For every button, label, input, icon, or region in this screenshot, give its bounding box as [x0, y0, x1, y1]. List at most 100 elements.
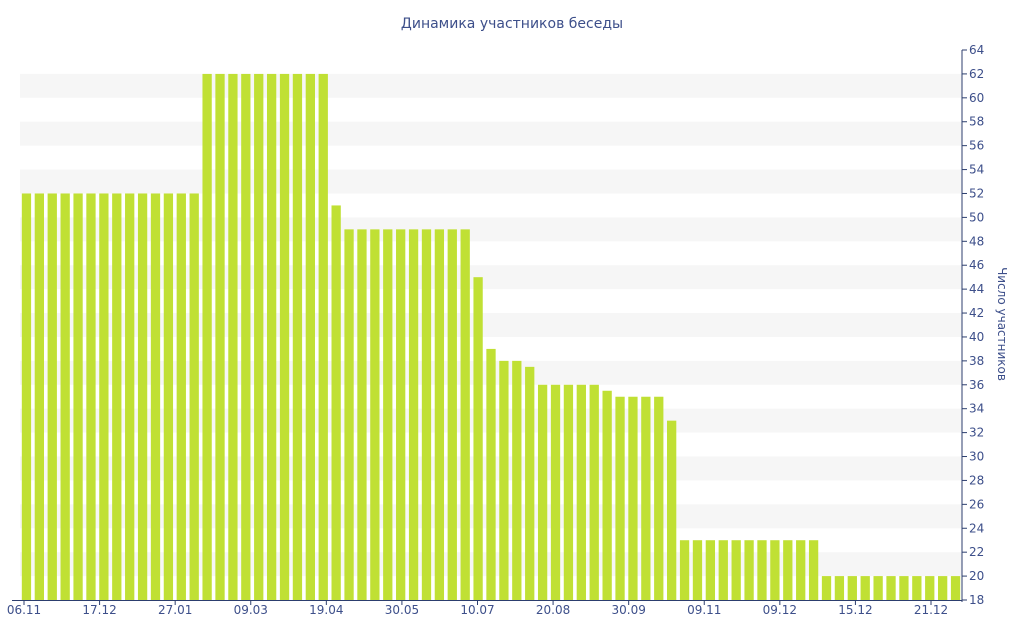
- y-tick-label: 64: [969, 43, 984, 57]
- bar: [718, 540, 728, 600]
- x-tick-label: 09.11: [687, 603, 721, 617]
- bar: [808, 540, 819, 600]
- x-tick-label: 10.07: [460, 603, 494, 617]
- bar: [589, 384, 599, 600]
- y-tick-label: 42: [969, 306, 984, 320]
- bar: [537, 384, 548, 600]
- bar: [176, 193, 186, 600]
- bar: [112, 193, 122, 600]
- bar: [292, 73, 303, 601]
- y-tick-label: 44: [969, 282, 984, 296]
- bar: [692, 540, 703, 600]
- bar: [125, 193, 135, 600]
- bar: [73, 193, 83, 600]
- bar: [525, 366, 535, 600]
- bar: [615, 396, 625, 600]
- y-tick-label: 52: [969, 186, 984, 200]
- bar: [499, 360, 509, 600]
- bar: [60, 193, 70, 600]
- grid-band: [20, 217, 962, 242]
- y-tick-label: 32: [969, 426, 984, 440]
- bar: [563, 384, 574, 600]
- bar: [757, 540, 767, 600]
- bar: [434, 229, 445, 600]
- bar: [667, 420, 677, 600]
- x-tick-label: 17.12: [82, 603, 116, 617]
- grid-band: [20, 265, 962, 290]
- bar: [344, 229, 354, 600]
- y-tick-label: 40: [969, 330, 984, 344]
- grid-band: [20, 73, 962, 98]
- x-tick-label: 30.09: [611, 603, 645, 617]
- bar: [641, 396, 651, 600]
- bar: [189, 193, 199, 600]
- bar: [357, 229, 367, 600]
- bar-series: [21, 73, 961, 601]
- bar: [241, 73, 251, 601]
- bar: [937, 576, 948, 600]
- y-tick-label: 38: [969, 354, 984, 368]
- bar: [254, 73, 264, 601]
- bar: [473, 277, 483, 600]
- bar: [396, 229, 406, 600]
- bar: [421, 229, 432, 600]
- bar: [950, 576, 961, 600]
- y-axis: 18 20 22 24 26 28 30 32 34 36 38 40 42 44 46 48 50 52 54 56…: [961, 43, 984, 607]
- x-tick-label: 19.04: [309, 603, 343, 617]
- y-tick-label: 24: [969, 521, 984, 535]
- bar: [331, 205, 341, 600]
- bar: [847, 576, 857, 600]
- bar: [163, 193, 174, 600]
- y-tick-label: 50: [969, 210, 984, 224]
- bar: [834, 576, 845, 600]
- bar: [860, 576, 870, 600]
- bar: [821, 576, 832, 600]
- x-tick-label: 09.03: [234, 603, 268, 617]
- bar: [447, 229, 457, 600]
- grid-band: [20, 169, 962, 194]
- bar: [202, 73, 212, 601]
- y-tick-label: 36: [969, 378, 984, 392]
- y-tick-label: 26: [969, 497, 984, 511]
- bar: [99, 193, 109, 600]
- bar: [408, 229, 419, 600]
- bar: [215, 73, 225, 601]
- bar: [628, 396, 638, 600]
- y-tick-label: 54: [969, 163, 984, 177]
- bar: [705, 540, 716, 600]
- x-tick-label: 21.12: [914, 603, 948, 617]
- x-axis: 06.11 17.12 27.01 09.03 19.04 30.05 10.07 20.08…: [7, 600, 962, 617]
- bar: [912, 576, 922, 600]
- bar: [770, 540, 780, 600]
- bar: [279, 73, 290, 601]
- bar: [873, 576, 883, 600]
- y-tick-label: 56: [969, 139, 984, 153]
- grid-band: [20, 313, 962, 337]
- x-tick-label: 30.05: [385, 603, 419, 617]
- bar: [512, 360, 522, 600]
- y-tick-label: 62: [969, 67, 984, 81]
- x-tick-label: 15.12: [838, 603, 872, 617]
- bar: [783, 540, 793, 600]
- chart-title: Динамика участников беседы: [401, 16, 623, 32]
- x-tick-label: 09.12: [763, 603, 797, 617]
- bar: [654, 396, 664, 600]
- x-tick-label: 06.11: [7, 603, 41, 617]
- bar: [137, 193, 148, 600]
- bar: [370, 229, 380, 600]
- bar: [305, 73, 315, 601]
- y-tick-label: 18: [969, 593, 984, 607]
- bar: [731, 540, 741, 600]
- bar: [266, 73, 277, 601]
- x-tick-label: 20.08: [536, 603, 570, 617]
- bar: [460, 229, 470, 600]
- bar: [796, 540, 806, 600]
- bar: [486, 348, 496, 600]
- y-tick-label: 28: [969, 473, 984, 487]
- y-tick-label: 46: [969, 258, 984, 272]
- bar: [576, 384, 586, 600]
- bar: [899, 576, 909, 600]
- bar: [383, 229, 393, 600]
- bar: [925, 576, 935, 600]
